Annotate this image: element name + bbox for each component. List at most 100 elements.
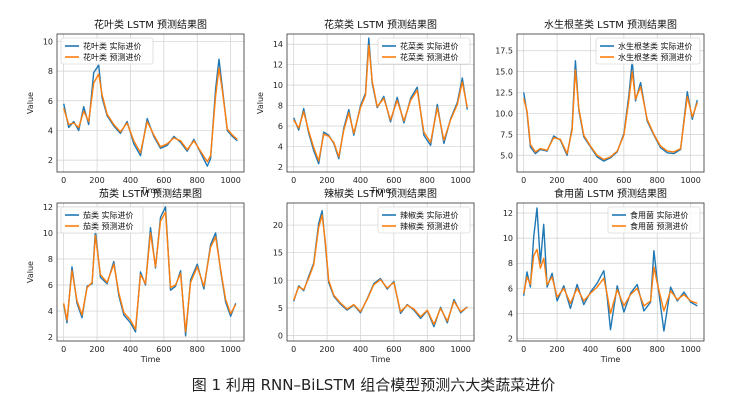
y-tick-label: 2 <box>278 163 283 172</box>
plot-frame <box>516 202 705 342</box>
x-tick-label: 0 <box>291 176 296 185</box>
legend-entry: 水生根茎类 实际进价 <box>618 41 693 51</box>
predicted-price-line <box>523 248 698 315</box>
chart-title: 花叶类 LSTM 预测结果图 <box>94 18 207 31</box>
legend-box <box>377 206 471 234</box>
legend-box <box>60 206 144 234</box>
x-tick-label: 400 <box>583 345 598 354</box>
x-tick-label: 600 <box>156 345 171 354</box>
y-tick-label: 10 <box>503 234 513 243</box>
chart-title: 花菜类 LSTM 预测结果图 <box>324 18 437 31</box>
legend-entry: 花菜类 预测进价 <box>400 52 459 62</box>
y-tick-label: 12.5 <box>495 89 513 98</box>
x-tick-label: 0 <box>521 176 526 185</box>
y-tick-label: 8 <box>278 102 283 111</box>
legend-entry: 食用菌 预测进价 <box>630 221 689 231</box>
y-tick-label: 6 <box>48 281 53 290</box>
legend-box <box>595 37 701 65</box>
x-tick-label: 400 <box>123 176 138 185</box>
x-tick-label: 600 <box>386 345 401 354</box>
legend-entry: 茄类 预测进价 <box>83 221 134 231</box>
y-tick-label: 8 <box>48 255 53 264</box>
legend-box <box>377 37 471 65</box>
x-axis-label: Time <box>600 355 621 364</box>
legend-entry: 辣椒类 预测进价 <box>400 221 459 231</box>
plot-frame <box>286 33 475 173</box>
predicted-price-line <box>293 44 468 162</box>
x-tick-label: 200 <box>549 176 564 185</box>
x-tick-label: 800 <box>190 345 205 354</box>
x-tick-label: 0 <box>61 345 66 354</box>
y-tick-label: 4 <box>48 126 53 135</box>
y-tick-label: 10 <box>273 81 283 90</box>
chart-title: 茄类 LSTM 预测结果图 <box>99 187 202 200</box>
chart-panel-1: 0 200 400 600 800 1000 2 4 6 8 10 花叶类 LSTM 预测结果图 Tim… <box>26 18 245 195</box>
x-tick-label: 400 <box>353 176 368 185</box>
x-axis-label: Time <box>140 186 161 195</box>
legend-entry: 花菜类 实际进价 <box>400 41 459 51</box>
legend-entry: 茄类 实际进价 <box>83 210 134 220</box>
x-tick-label: 1000 <box>450 176 470 185</box>
y-tick-label: 6 <box>278 122 283 131</box>
y-axis-label: Value <box>26 92 35 114</box>
y-tick-label: 15.0 <box>495 68 513 77</box>
x-tick-label: 400 <box>583 176 598 185</box>
y-tick-label: 5.0 <box>500 151 513 160</box>
y-tick-label: 0 <box>278 331 283 340</box>
y-tick-label: 2 <box>48 333 53 342</box>
y-tick-label: 4 <box>48 307 53 316</box>
x-tick-label: 600 <box>386 176 401 185</box>
y-tick-label: 20 <box>273 221 283 230</box>
predicted-price-line <box>63 211 237 333</box>
x-axis-label: Time <box>140 355 161 364</box>
x-tick-label: 600 <box>156 176 171 185</box>
legend-entry: 水生根茎类 预测进价 <box>618 52 693 62</box>
x-tick-label: 1000 <box>220 345 240 354</box>
x-tick-label: 800 <box>650 176 665 185</box>
x-tick-label: 200 <box>319 176 334 185</box>
x-tick-label: 400 <box>353 345 368 354</box>
y-tick-label: 10 <box>43 229 53 238</box>
x-tick-label: 600 <box>616 176 631 185</box>
chart-panel-3: 0 200 400 600 800 1000 5.0 7.5 10.0 12.5 15.0 17.5 水… <box>495 18 705 185</box>
x-tick-label: 800 <box>650 345 665 354</box>
y-tick-label: 12 <box>503 209 513 218</box>
y-tick-label: 10 <box>273 276 283 285</box>
legend-box <box>607 206 701 234</box>
x-tick-label: 1000 <box>220 176 240 185</box>
y-tick-label: 5 <box>278 304 283 313</box>
x-tick-label: 400 <box>123 345 138 354</box>
y-tick-label: 6 <box>508 284 513 293</box>
y-tick-label: 2 <box>48 156 53 165</box>
x-tick-label: 800 <box>190 176 205 185</box>
actual-price-line <box>523 207 698 332</box>
y-tick-label: 17.5 <box>495 47 513 56</box>
plot-frame <box>286 202 475 342</box>
x-tick-label: 200 <box>319 345 334 354</box>
chart-title: 水生根茎类 LSTM 预测结果图 <box>544 18 677 31</box>
plot-frame <box>56 202 245 342</box>
y-tick-label: 12 <box>273 61 283 70</box>
plot-frame <box>516 33 705 173</box>
y-tick-label: 2 <box>508 334 513 343</box>
legend-entry: 花叶类 预测进价 <box>83 52 142 62</box>
x-tick-label: 1000 <box>680 345 700 354</box>
predicted-price-line <box>523 69 698 161</box>
legend-entry: 花叶类 实际进价 <box>83 41 142 51</box>
x-tick-label: 200 <box>89 345 104 354</box>
x-tick-label: 800 <box>420 345 435 354</box>
chart-title: 辣椒类 LSTM 预测结果图 <box>324 187 437 200</box>
y-tick-label: 8 <box>48 67 53 76</box>
x-tick-label: 200 <box>89 176 104 185</box>
plot-frame <box>56 33 245 173</box>
y-tick-label: 10.0 <box>495 109 513 118</box>
y-axis-label: Value <box>26 261 35 283</box>
legend-entry: 辣椒类 实际进价 <box>400 210 459 220</box>
